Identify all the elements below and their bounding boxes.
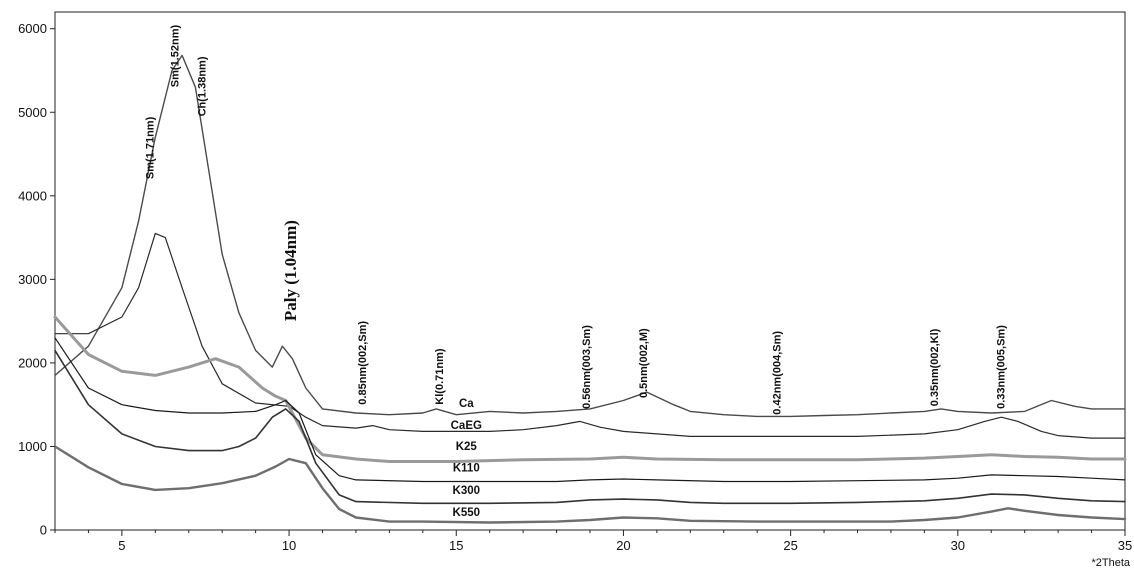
plot-frame [54,11,1126,531]
series-layer [53,54,1127,524]
series-label-ca: Ca [459,398,474,410]
y-axis-ticks: 0 1000 2000 3000 4000 5000 6000 [18,21,55,538]
y-tick-label: 6000 [18,21,47,36]
peak-annotation: Sm(1.71nm) [145,116,157,179]
series-line-k300 [54,349,1126,505]
x-tick-label: 15 [449,538,463,553]
peak-annotation: 0.85nm(002,Sm) [357,321,369,405]
x-tick-label: 35 [1118,538,1132,553]
x-tick-label: 10 [282,538,296,553]
series-label-k300: K300 [453,485,481,497]
series-labels-layer: Ca CaEG K25 K110 K300 K550 [451,398,482,519]
peak-annotation: 0.5nm(002,M) [638,328,650,398]
y-tick-label: 0 [40,523,47,538]
series-label-k25: K25 [456,441,478,453]
peak-annotation: 0.56nm(003,Sm) [581,325,593,409]
series-line-caeg [54,232,1126,439]
peak-annotation: Sm(1.52nm) [170,25,182,88]
peak-annotation: Kl(0.71nm) [434,348,446,405]
peak-annotation: 0.42nm(004,Sm) [772,331,784,415]
y-tick-label: 2000 [18,355,47,370]
x-axis-ticks: 5 10 15 20 25 30 35 [54,530,1132,553]
series-label-k110: K110 [453,463,480,475]
peak-annotation: Ch(1.38nm) [197,56,209,116]
x-tick-label: 25 [783,538,797,553]
series-label-k550: K550 [453,507,481,519]
x-tick-label: 20 [616,538,630,553]
series-line-k25 [53,315,1127,463]
peak-annotations-layer: Sm(1.71nm) Sm(1.52nm) Ch(1.38nm) Paly (1.04… [145,25,1008,415]
y-tick-label: 4000 [18,188,47,203]
peak-annotation: 0.35nm(002,Kl) [929,328,941,406]
series-line-k550 [53,445,1127,524]
series-label-caeg: CaEG [451,420,482,432]
y-tick-label: 3000 [18,272,47,287]
y-tick-label: 1000 [18,439,47,454]
x-axis-unit-label: *2Theta [1091,557,1130,569]
series-line-ca [54,54,1126,418]
x-tick-label: 5 [118,538,125,553]
series-line-k110 [54,337,1126,483]
x-tick-label: 30 [951,538,965,553]
peak-annotation: Paly (1.04nm) [281,220,300,321]
peak-annotation: 0.33nm(005,Sm) [996,325,1008,409]
y-tick-label: 5000 [18,105,47,120]
